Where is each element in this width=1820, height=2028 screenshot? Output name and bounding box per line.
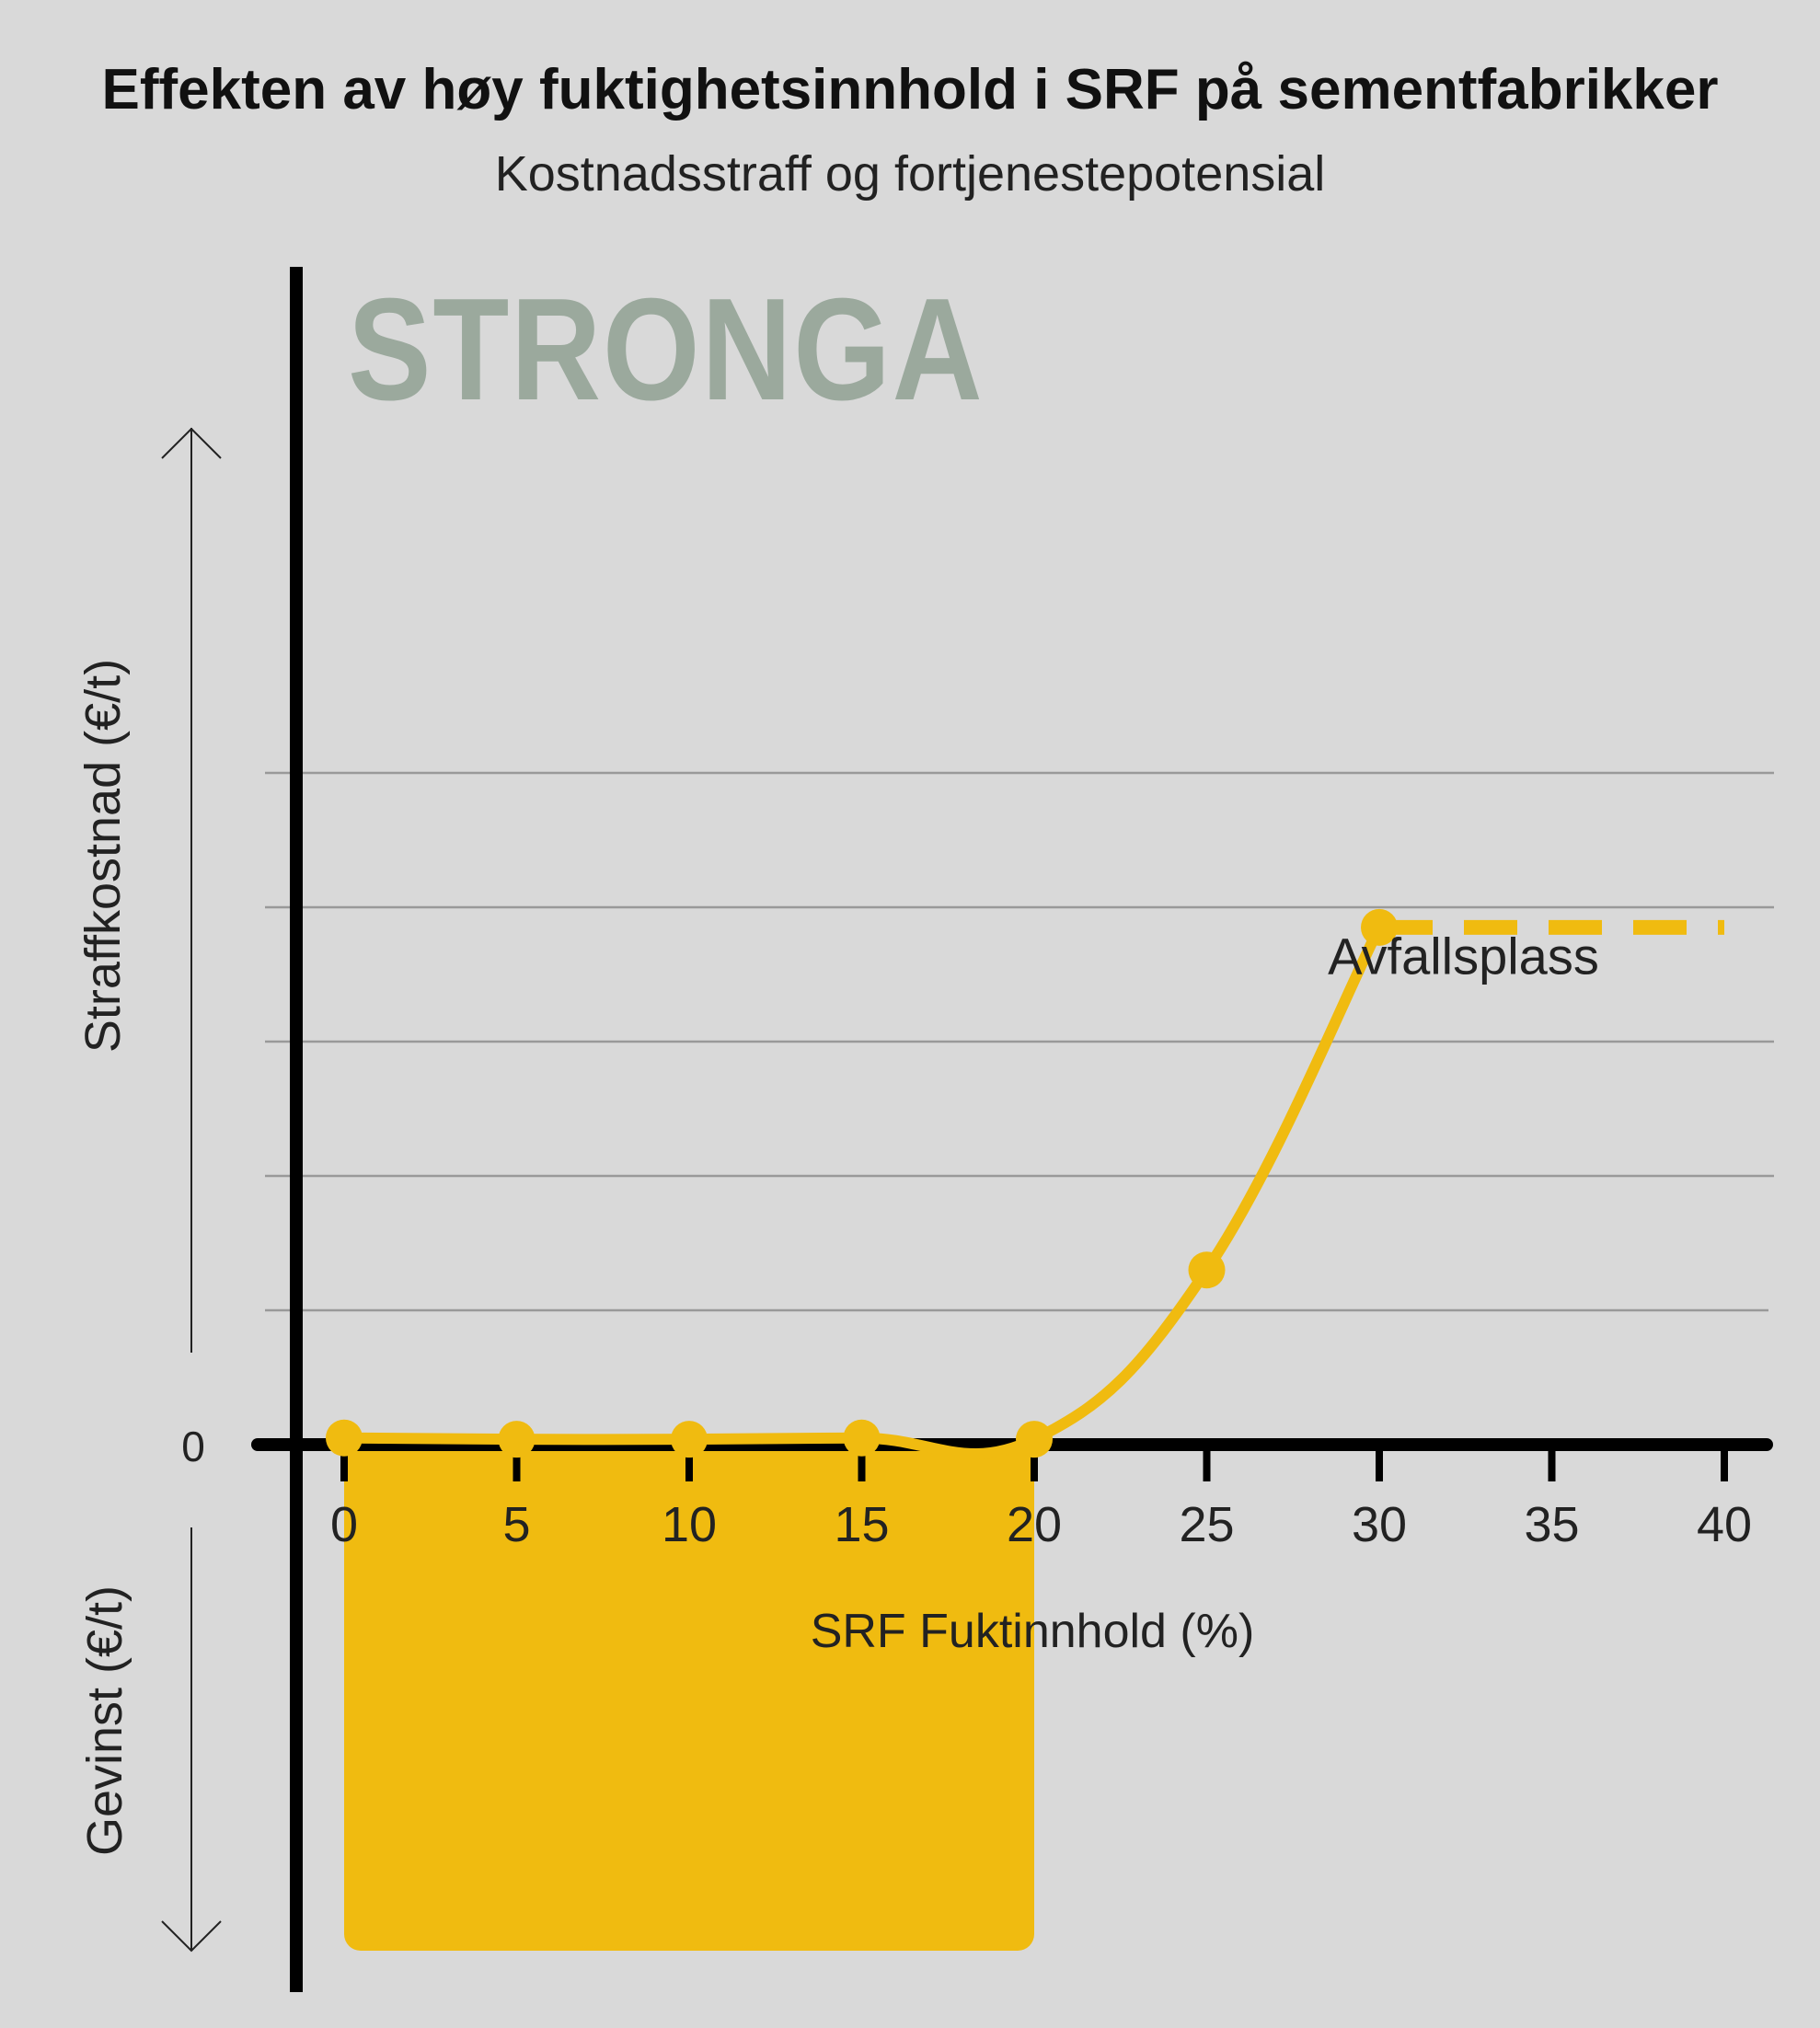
- data-point-15: [843, 1419, 881, 1457]
- y-zero-label: 0: [181, 1423, 205, 1470]
- x-tick-label-30: 30: [1352, 1497, 1407, 1552]
- data-point-10: [671, 1421, 708, 1458]
- data-point-0: [326, 1419, 363, 1457]
- y-arrows: [161, 427, 222, 1953]
- profit-arrow-head: [161, 1920, 222, 1953]
- x-axis-label: SRF Fuktinnhold (%): [811, 1605, 1255, 1658]
- x-tick-label-15: 15: [834, 1497, 889, 1552]
- data-point-30: [1361, 908, 1398, 946]
- data-points: [326, 908, 1398, 1458]
- x-tick-label-0: 0: [330, 1497, 358, 1552]
- x-tick-label-25: 25: [1179, 1497, 1234, 1552]
- data-point-20: [1016, 1421, 1053, 1458]
- profit-region: [344, 1445, 1034, 1951]
- annotation-label: Avfallsplass: [1328, 927, 1599, 985]
- chart-title: Effekten av høy fuktighetsinnhold i SRF …: [101, 58, 1719, 121]
- grid-lines: [265, 771, 1774, 1312]
- x-tick-label-10: 10: [662, 1497, 717, 1552]
- x-tick-label-20: 20: [1007, 1497, 1062, 1552]
- x-tick-label-40: 40: [1697, 1497, 1752, 1552]
- y-axis-label-penalty: Straffkostnad (€/t): [75, 659, 131, 1053]
- series-line: [339, 921, 1385, 1460]
- chart-subtitle: Kostnadsstraff og fortjenestepotensial: [494, 146, 1326, 202]
- y-axis-label-profit: Gevinst (€/t): [77, 1585, 132, 1856]
- penalty-arrow-head: [161, 427, 222, 459]
- brand-logo: STRONGA: [348, 269, 985, 431]
- x-tick-label-35: 35: [1524, 1497, 1579, 1552]
- data-point-25: [1188, 1251, 1226, 1289]
- x-tick-label-5: 5: [502, 1497, 530, 1552]
- data-point-5: [498, 1421, 536, 1458]
